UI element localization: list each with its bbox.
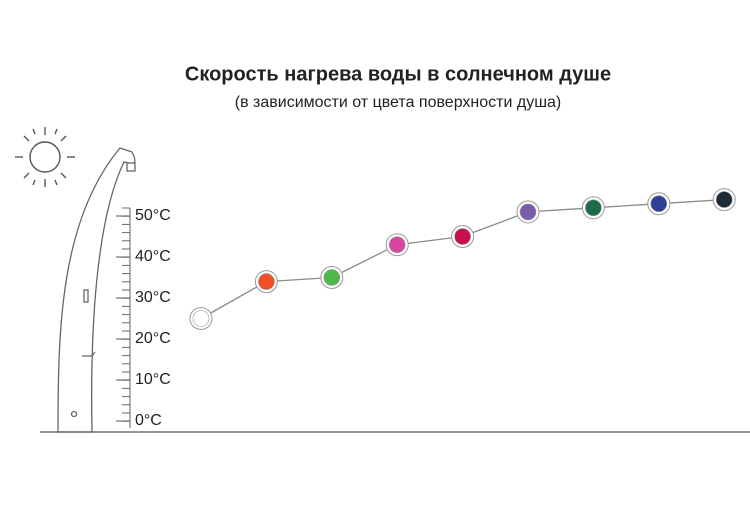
ruler <box>116 207 131 428</box>
y-tick-label: 20°C <box>135 330 171 347</box>
y-tick-label: 40°C <box>135 248 171 265</box>
data-point <box>323 269 341 286</box>
data-point <box>519 203 537 221</box>
y-tick-label: 30°C <box>135 289 171 306</box>
chart-title: Скорость нагрева воды в солнечном душе <box>185 63 611 85</box>
data-point <box>192 310 210 327</box>
data-point <box>715 191 733 208</box>
data-line <box>200 198 725 320</box>
y-tick-label: 10°C <box>135 371 171 388</box>
chart-subtitle: (в зависимости от цвета поверхности душа… <box>235 94 562 111</box>
data-point <box>258 273 275 290</box>
y-tick-label: 50°C <box>135 207 171 224</box>
data-point <box>388 236 406 253</box>
data-point <box>650 195 668 212</box>
data-point <box>585 199 602 217</box>
data-point <box>454 228 471 245</box>
shower <box>57 147 136 433</box>
y-tick-label: 0°C <box>135 412 162 429</box>
sun <box>15 127 75 187</box>
